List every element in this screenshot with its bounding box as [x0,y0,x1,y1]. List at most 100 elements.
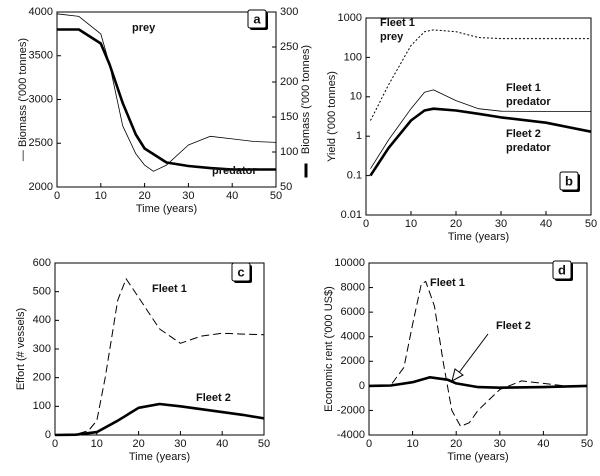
annotation: Fleet 2 [196,392,231,404]
series-line [368,280,587,427]
series-line [369,107,592,177]
x-tick-label: 10 [91,438,103,450]
y-axis-title: Effort (# vessels) [15,308,27,390]
annotation: Fleet 1 [430,277,465,289]
x-tick-label: 20 [450,438,462,450]
y-tick-label: 200 [33,372,51,384]
y-tick-label: 8000 [341,281,365,293]
x-tick-label: 0 [366,438,372,450]
annotation: Fleet 1 [506,82,541,94]
x-tick-label: 50 [258,438,270,450]
y-tick-label: 300 [33,343,51,355]
x-tick-label: 30 [495,218,507,230]
x-axis-title: Time (years) [448,231,509,243]
x-tick-label: 40 [540,218,552,230]
annotation: Fleet 2 [506,128,541,140]
y-tick-label: 100 [33,400,51,412]
x-tick-label: 40 [216,438,228,450]
x-tick-label: 30 [182,190,194,202]
y2-tick-label: 200 [280,76,298,88]
x-tick-label: 10 [405,218,417,230]
panel-label: d [558,262,566,277]
arrow-head [451,368,464,382]
panel-label: b [565,173,573,188]
y-tick-label: 10000 [334,257,365,269]
x-tick-label: 50 [270,190,282,202]
y-tick-label: 6000 [341,306,365,318]
x-tick-label: 10 [95,190,107,202]
y2-tick-label: 50 [280,181,292,193]
y-axis-title: Yield ('000 tonnes) [326,71,338,162]
x-tick-label: 40 [537,438,549,450]
plot-frame [56,11,277,188]
y-tick-label: 4000 [341,331,365,343]
y-tick-label: 3500 [29,50,53,62]
y-axis-title: — Biomass ('000 tonnes) [17,38,29,161]
panel-label: a [253,11,261,26]
y2-axis-title: Biomass ('000 tonnes) [300,45,312,154]
x-axis-title: Time (years) [447,451,508,463]
annotation: prey [132,22,156,34]
y-tick-label: 600 [33,257,51,269]
x-axis-title: Time (years) [129,451,190,463]
annotation: predator [506,96,551,108]
plot-frame [365,17,592,216]
y2-tick-label: 300 [280,6,298,18]
series-line [56,13,277,172]
panel-label-box [247,9,267,29]
arrow [457,333,489,375]
y-tick-label: -2000 [337,404,365,416]
panel-label-box [559,171,579,191]
annotation: predator [212,165,257,177]
y-tick-label: 4000 [29,6,53,18]
annotation: prey [380,31,404,43]
y-tick-label: 2000 [29,181,53,193]
panel-label: c [237,264,244,279]
panel-label-box [231,262,251,282]
x-tick-label: 50 [581,438,593,450]
x-tick-label: 20 [138,190,150,202]
y-tick-label: -4000 [337,429,365,441]
x-tick-label: 50 [585,218,597,230]
y2-tick-label: 250 [280,41,298,53]
y-tick-label: 0.1 [347,170,362,182]
y-tick-label: 100 [344,51,362,63]
x-tick-label: 10 [406,438,418,450]
y-tick-label: 0 [359,380,365,392]
y-axis-title: Economic rent ('000 US$) [323,286,335,412]
x-tick-label: 0 [363,218,369,230]
series-line [370,89,591,169]
plot-frame [368,262,588,436]
y-tick-label: 3000 [29,93,53,105]
panel-label-box [552,260,572,280]
y2-tick-label: 100 [280,146,298,158]
x-tick-label: 0 [52,438,58,450]
y-tick-label: 400 [33,314,51,326]
x-tick-label: 30 [174,438,186,450]
y-tick-label: 0.01 [341,209,362,221]
x-tick-label: 30 [494,438,506,450]
series-line [368,376,588,389]
y-tick-label: 1000 [338,12,362,24]
y-tick-label: 2000 [341,355,365,367]
series-line [54,402,265,437]
x-axis-title: Time (years) [136,203,197,215]
y-tick-label: 0 [45,429,51,441]
series-line [54,278,265,436]
y-tick-label: 10 [350,91,362,103]
x-tick-label: 0 [54,190,60,202]
x-tick-label: 20 [450,218,462,230]
y-tick-label: 500 [33,286,51,298]
x-tick-label: 20 [132,438,144,450]
series-line [370,29,591,121]
annotation: Fleet 1 [380,17,415,29]
annotation: Fleet 1 [152,283,187,295]
x-tick-label: 40 [226,190,238,202]
y2-tick-label: 150 [280,111,298,123]
y-tick-label: 1 [356,130,362,142]
series-line [57,28,276,171]
annotation: predator [506,142,551,154]
y-tick-label: 2500 [29,137,53,149]
annotation: Fleet 2 [496,320,531,332]
